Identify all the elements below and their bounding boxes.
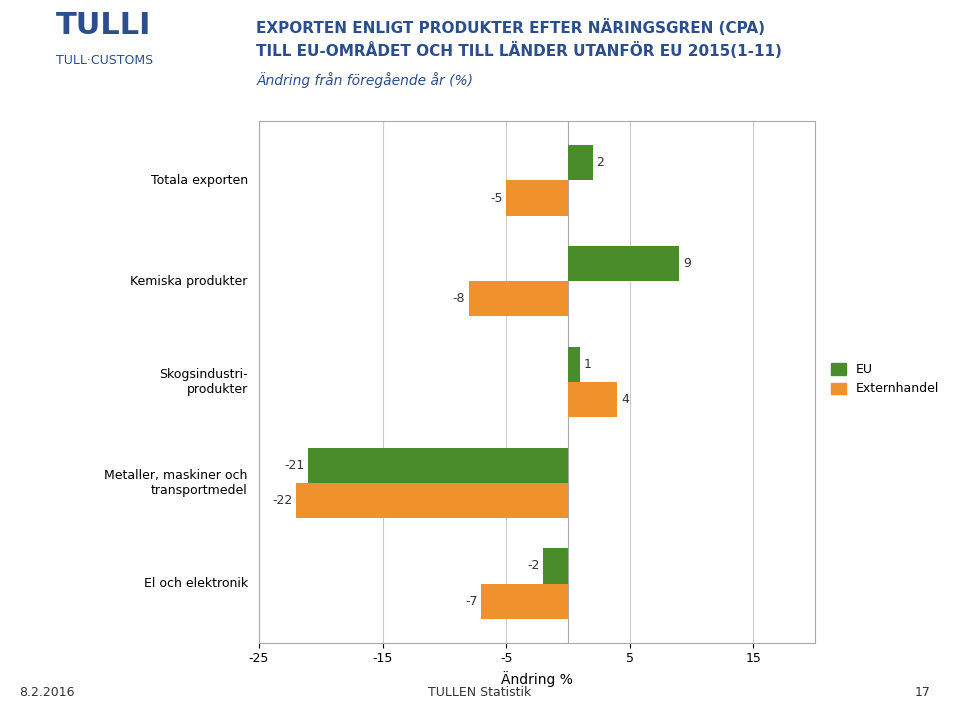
Bar [506,181,568,216]
Text: EXPORTEN ENLIGT PRODUKTER EFTER NÄRINGSGREN (CPA): EXPORTEN ENLIGT PRODUKTER EFTER NÄRINGSG… [256,19,765,36]
Bar [568,347,580,382]
Text: TULL·CUSTOMS: TULL·CUSTOMS [56,54,152,67]
Bar [568,145,593,181]
Text: TILL EU-OMRÅDET OCH TILL LÄNDER UTANFÖR EU 2015(1-11): TILL EU-OMRÅDET OCH TILL LÄNDER UTANFÖR … [256,41,783,59]
Text: 8.2.2016: 8.2.2016 [19,686,75,699]
Legend: EU, Externhandel: EU, Externhandel [831,363,940,396]
Bar [481,583,568,619]
Text: -7: -7 [465,595,478,608]
Text: 1: 1 [584,358,592,371]
Text: 17: 17 [914,686,930,699]
Text: 4: 4 [621,393,629,406]
Text: Ändring från föregående år (%): Ändring från föregående år (%) [256,72,474,89]
Text: 2: 2 [596,156,604,169]
X-axis label: Ändring %: Ändring % [502,671,573,687]
Bar [543,548,568,583]
Bar [309,448,568,483]
Bar [568,246,679,281]
Text: -2: -2 [527,560,540,573]
Text: -8: -8 [453,292,465,306]
Text: TULLEN Statistik: TULLEN Statistik [428,686,531,699]
Text: -21: -21 [285,458,305,472]
Text: TULLI: TULLI [56,11,152,41]
Bar [469,281,568,316]
Bar [296,483,568,518]
Bar [568,382,618,417]
Text: 9: 9 [683,257,690,270]
Text: -22: -22 [272,494,292,507]
Text: -5: -5 [490,191,503,204]
